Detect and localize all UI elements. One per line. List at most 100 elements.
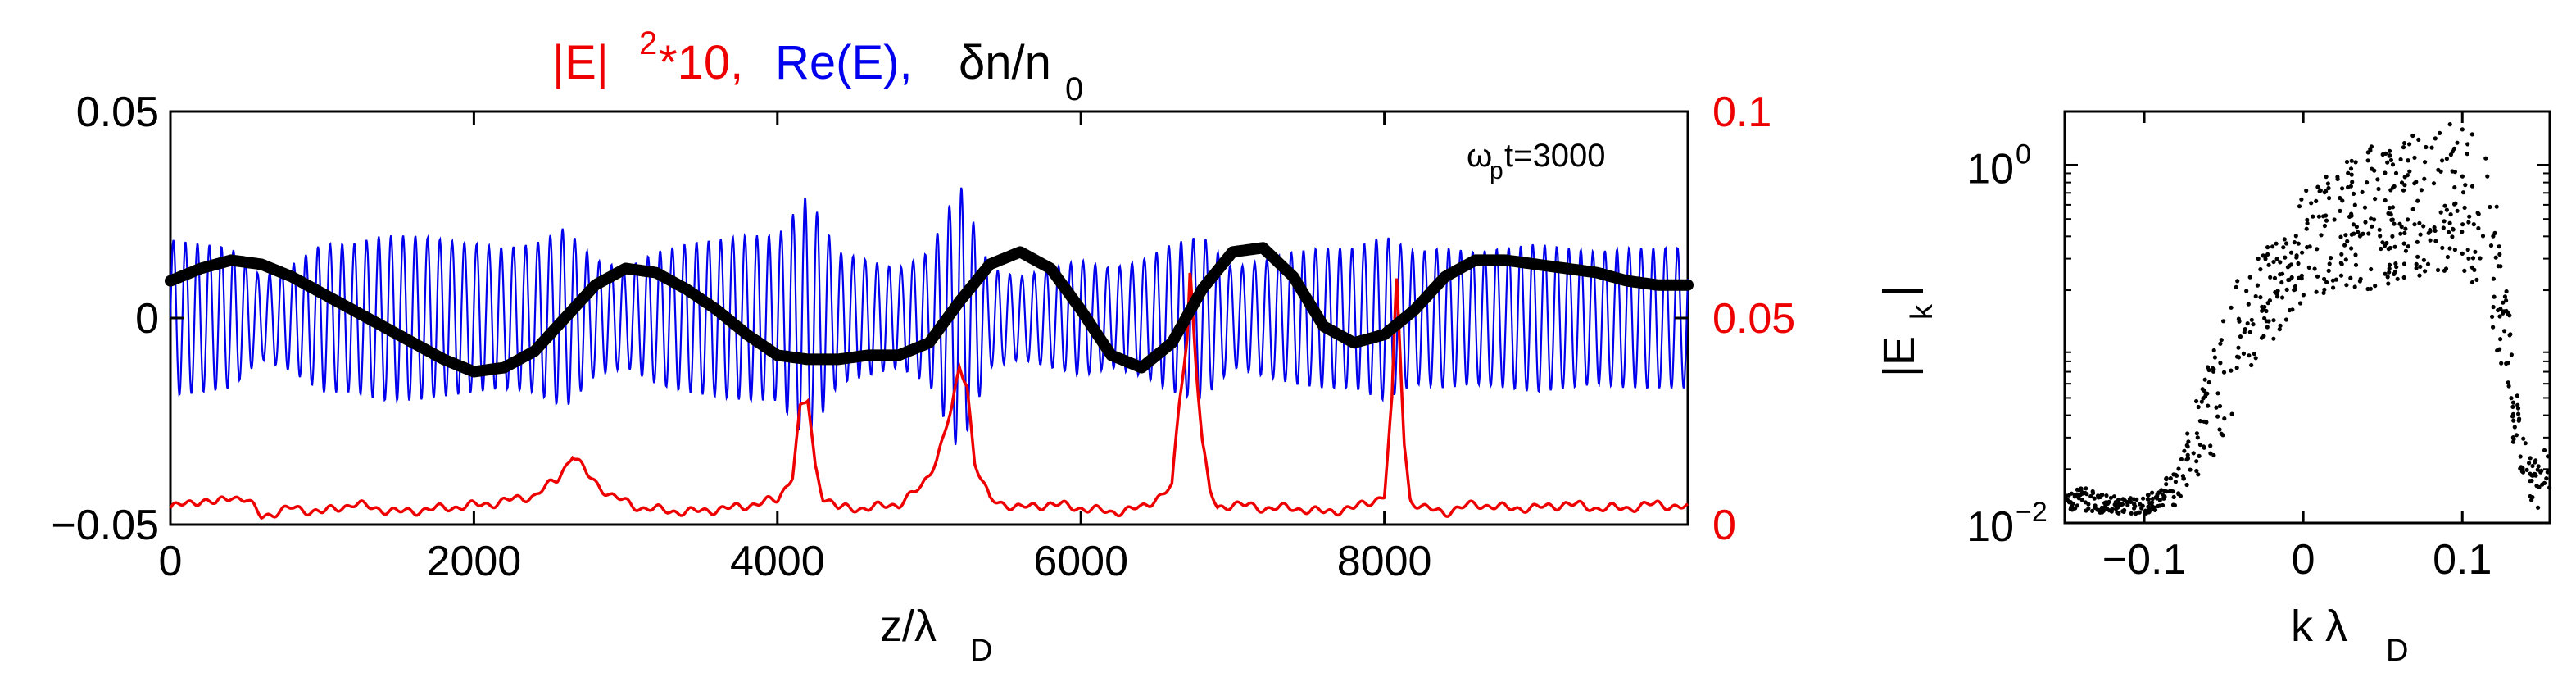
left-x-tick-label: 4000 [730,538,825,585]
scatter-point [2523,441,2528,446]
scatter-point [2438,210,2443,215]
scatter-point [2296,261,2301,266]
scatter-point [2414,266,2419,270]
right-y-label-sub: k [1905,303,1939,320]
scatter-point [2253,293,2258,299]
scatter-point [2535,467,2540,472]
scatter-point [2499,361,2504,366]
scatter-point [2307,244,2312,249]
scatter-point [2349,232,2354,237]
scatter-point [2120,497,2125,502]
scatter-point [2249,362,2254,368]
scatter-point [2398,157,2403,162]
scatter-point [2398,231,2403,236]
scatter-point [2528,456,2533,461]
scatter-point [2494,204,2499,209]
scatter-point [2314,289,2319,294]
scatter-point [2353,160,2358,165]
scatter-point [2249,317,2254,322]
left-chart-title: |E| 2 *10, Re(E), δn/n 0 [552,25,1083,107]
scatter-point [2161,495,2166,501]
scatter-point [2194,468,2199,474]
scatter-point [2506,380,2510,385]
scatter-point [2407,169,2412,174]
scatter-point [2140,503,2145,508]
scatter-point [2491,304,2496,310]
scatter-point [2084,486,2088,491]
scatter-point [2475,211,2480,216]
right-y-label-main: |E [1875,336,1924,377]
scatter-point [2418,264,2423,269]
scatter-point [2359,232,2365,237]
scatter-point [2496,264,2501,269]
scatter-point [2134,511,2138,516]
scatter-point [2451,227,2456,232]
right-axis-tick-label: 0.05 [1712,295,1795,343]
scatter-point [2515,393,2519,398]
scatter-point [2511,437,2516,442]
scatter-point [2510,414,2515,419]
scatter-point [2309,201,2314,206]
scatter-point [2524,467,2529,473]
scatter-point [2450,234,2455,239]
scatter-point [2299,197,2304,202]
scatter-point [2428,229,2433,234]
scatter-point [2279,280,2284,285]
scatter-point [2282,237,2287,242]
scatter-point [2304,188,2309,193]
scatter-point [2504,298,2509,303]
scatter-point [2219,338,2224,343]
scatter-point [2349,246,2354,251]
scatter-point [2392,221,2397,226]
scatter-point [2392,244,2397,249]
title-e2-sup: 2 [639,25,657,61]
scatter-point [2241,351,2246,356]
scatter-point [2493,255,2498,260]
scatter-point [2286,277,2291,283]
scatter-point [2452,248,2457,252]
scatter-point [2194,398,2199,404]
scatter-point [2412,222,2417,227]
scatter-point [2297,204,2302,209]
scatter-point [2483,156,2488,161]
scatter-point [2176,491,2181,496]
scatter-point [2387,270,2392,275]
scatter-point [2172,502,2177,508]
scatter-point [2491,276,2496,281]
scatter-point [2512,425,2517,430]
scatter-point [2452,185,2457,190]
scatter-point [2315,184,2320,189]
scatter-point [2460,251,2465,256]
scatter-point [2202,377,2207,382]
scatter-point [2327,196,2332,201]
right-axis-tick-label: 0.1 [1712,89,1771,136]
scatter-point [2375,177,2380,182]
scatter-point [2287,307,2293,313]
scatter-point [2197,418,2202,424]
scatter-point [2395,276,2400,281]
scatter-point [2112,502,2117,507]
scatter-point [2466,220,2471,225]
scatter-point [2511,418,2516,423]
scatter-point [2156,503,2161,509]
scatter-point [2215,391,2220,396]
scatter-point [2205,391,2210,396]
scatter-point [2338,208,2342,213]
scatter-point [2462,268,2467,273]
scatter-point [2315,247,2320,252]
scatter-point [2380,240,2385,245]
scatter-point [2339,261,2344,266]
scatter-point [2485,174,2490,179]
scatter-point [2451,146,2456,151]
scatter-point [2095,507,2100,512]
scatter-point [2415,239,2420,244]
scatter-point [2206,380,2211,385]
title-e2-main: |E| [552,36,609,89]
scatter-point [2387,266,2392,271]
scatter-point [2428,238,2433,243]
scatter-point [2107,499,2111,505]
scatter-point [2262,304,2267,310]
scatter-point [2284,287,2289,292]
scatter-point [2387,262,2392,267]
